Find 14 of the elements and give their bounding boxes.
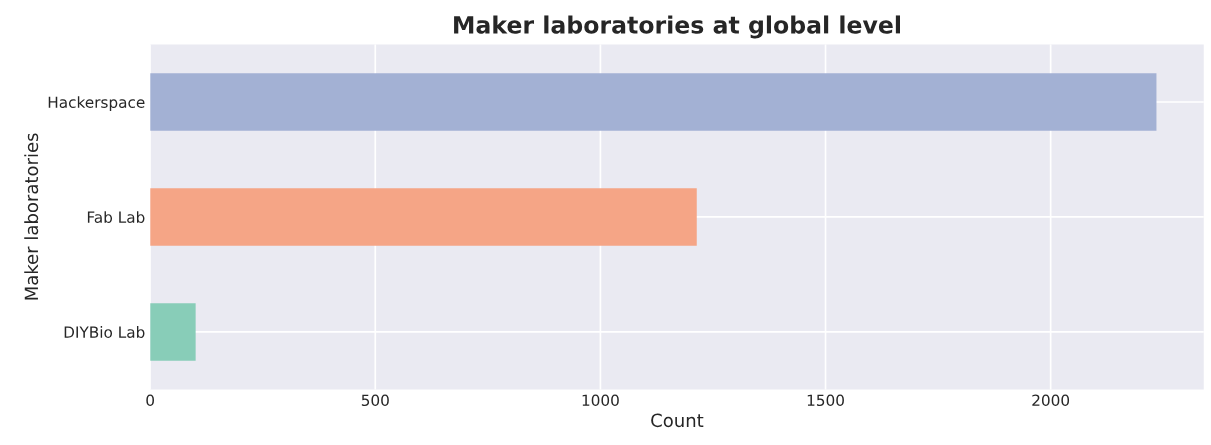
x-tick-label: 1000 bbox=[582, 394, 619, 407]
x-tick-label: 0 bbox=[146, 394, 155, 407]
y-tick-label: DIYBio Lab bbox=[64, 326, 145, 338]
bar bbox=[150, 73, 1157, 131]
bar bbox=[150, 303, 196, 361]
x-tick-label: 500 bbox=[361, 394, 389, 407]
bar bbox=[150, 188, 697, 246]
x-tick-label: 2000 bbox=[1032, 394, 1070, 407]
x-tick-label: 1500 bbox=[807, 394, 844, 407]
chart-title: Maker laboratories at global level bbox=[454, 15, 900, 39]
y-tick-label: Hackerspace bbox=[48, 96, 145, 111]
y-axis-title: Maker laboratories bbox=[24, 133, 39, 300]
x-axis-title: Count bbox=[651, 413, 704, 428]
y-tick-label: Fab Lab bbox=[87, 211, 145, 223]
